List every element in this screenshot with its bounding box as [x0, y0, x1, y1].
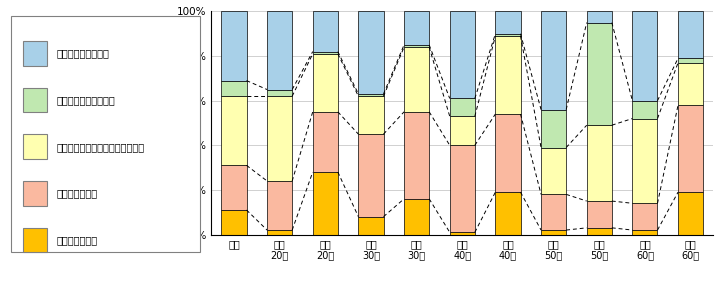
Text: あまり利用したくない: あまり利用したくない	[57, 95, 115, 105]
Text: まあ利用したい: まあ利用したい	[57, 188, 98, 198]
FancyBboxPatch shape	[23, 134, 47, 159]
Bar	[267, 181, 292, 230]
Bar	[221, 210, 247, 235]
Bar	[495, 192, 521, 235]
Bar	[313, 11, 338, 51]
Bar	[541, 148, 566, 194]
Bar	[267, 11, 292, 90]
Bar	[450, 98, 475, 116]
Bar	[221, 81, 247, 96]
FancyBboxPatch shape	[23, 228, 47, 253]
FancyBboxPatch shape	[23, 41, 47, 65]
Bar	[541, 194, 566, 230]
Bar	[267, 230, 292, 235]
Bar	[541, 230, 566, 235]
Bar	[358, 11, 384, 94]
Bar	[678, 105, 703, 192]
Bar	[358, 94, 384, 96]
Bar	[313, 112, 338, 172]
Bar	[495, 36, 521, 114]
Bar	[678, 63, 703, 105]
Bar	[633, 203, 657, 230]
Bar	[404, 112, 430, 199]
Bar	[495, 34, 521, 36]
FancyBboxPatch shape	[23, 181, 47, 206]
Bar	[633, 101, 657, 118]
Bar	[678, 58, 703, 63]
Text: どちらともいえない・わからない: どちらともいえない・わからない	[57, 142, 145, 152]
Text: 全く利用したくない: 全く利用したくない	[57, 48, 109, 58]
Bar	[633, 230, 657, 235]
Bar	[587, 23, 612, 125]
Bar	[450, 232, 475, 235]
Bar	[678, 11, 703, 58]
Bar	[678, 192, 703, 235]
Bar	[495, 114, 521, 192]
Bar	[404, 199, 430, 235]
Bar	[358, 217, 384, 235]
Bar	[495, 11, 521, 34]
Bar	[313, 54, 338, 112]
Bar	[221, 165, 247, 210]
Bar	[267, 96, 292, 181]
Bar	[313, 172, 338, 235]
Bar	[450, 116, 475, 145]
Bar	[541, 110, 566, 148]
Bar	[404, 47, 430, 112]
Bar	[587, 228, 612, 235]
Bar	[358, 96, 384, 134]
Bar	[404, 45, 430, 47]
Text: ぜひ利用したい: ぜひ利用したい	[57, 235, 98, 245]
Bar	[450, 11, 475, 98]
FancyBboxPatch shape	[11, 16, 200, 253]
Bar	[267, 90, 292, 96]
Bar	[587, 201, 612, 228]
Bar	[221, 96, 247, 165]
FancyBboxPatch shape	[23, 88, 47, 112]
Bar	[587, 11, 612, 23]
Bar	[221, 11, 247, 81]
Bar	[633, 118, 657, 203]
Bar	[587, 125, 612, 201]
Bar	[404, 11, 430, 45]
Bar	[541, 11, 566, 110]
Bar	[313, 51, 338, 54]
Bar	[358, 134, 384, 217]
Bar	[450, 145, 475, 232]
Bar	[633, 11, 657, 101]
